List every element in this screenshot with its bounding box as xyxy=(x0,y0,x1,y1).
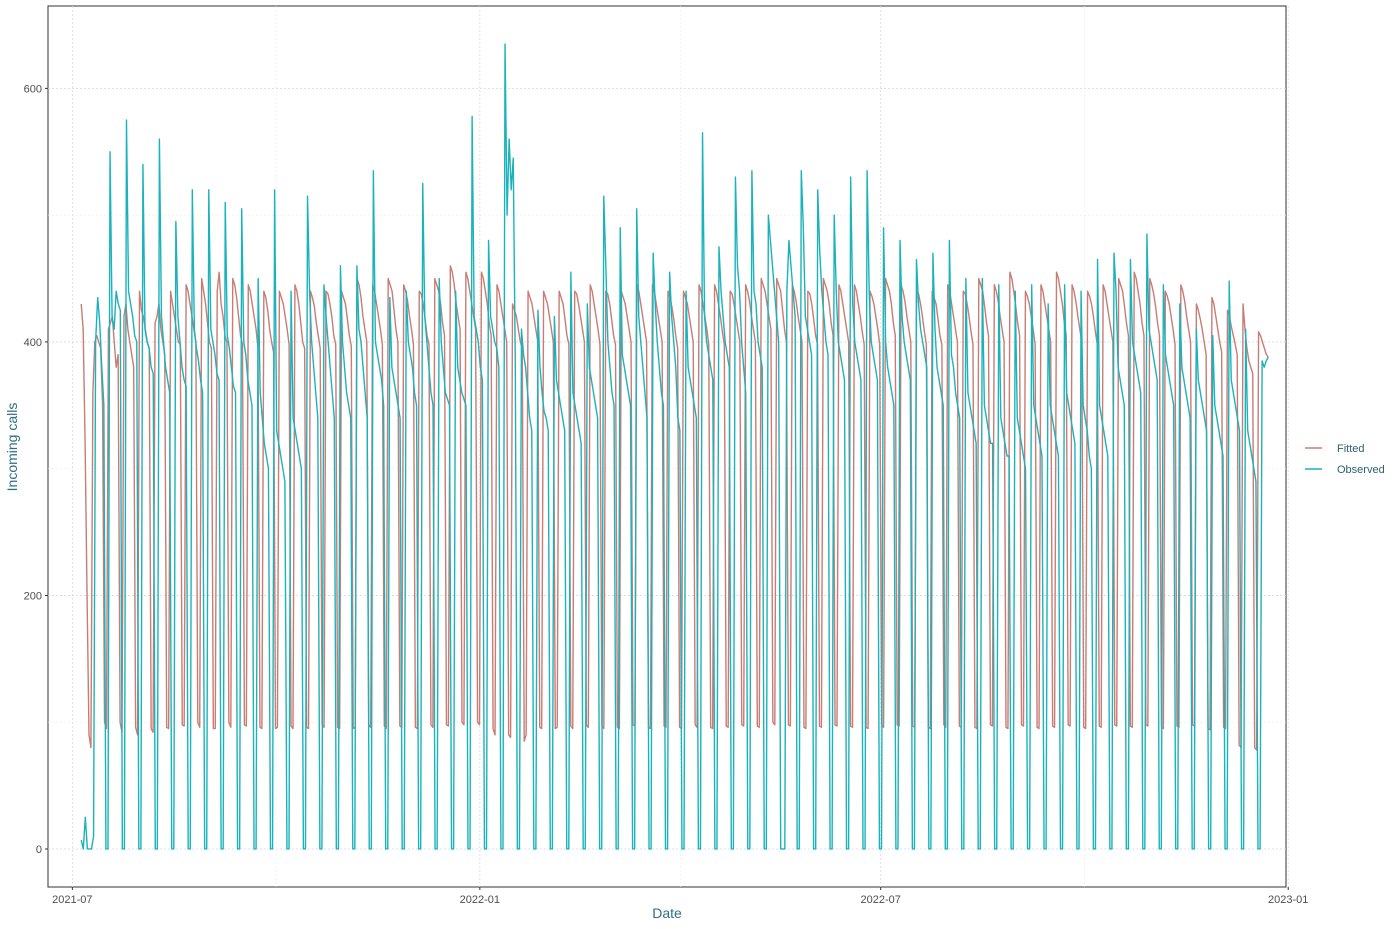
legend-item-fitted: Fitted xyxy=(1305,443,1365,455)
y-tick-label: 200 xyxy=(24,590,42,602)
x-tick-label: 2021-07 xyxy=(52,894,92,906)
x-axis-ticks: 2021-07 2022-01 2022-07 2023-01 xyxy=(52,887,1308,906)
y-axis-title: Incoming calls xyxy=(4,403,20,492)
x-axis-title: Date xyxy=(652,905,682,921)
legend-label: Observed xyxy=(1337,464,1385,476)
legend-label: Fitted xyxy=(1337,443,1365,455)
y-axis-ticks: 0 200 400 600 xyxy=(24,83,48,856)
legend: Fitted Observed xyxy=(1305,443,1385,476)
y-tick-label: 600 xyxy=(24,83,42,95)
series-line-fitted xyxy=(80,265,1269,751)
legend-item-observed: Observed xyxy=(1305,464,1385,476)
y-tick-label: 0 xyxy=(36,844,42,856)
y-tick-label: 400 xyxy=(24,337,42,349)
series-lines xyxy=(80,43,1269,850)
series-line-observed xyxy=(80,43,1269,850)
x-tick-label: 2022-07 xyxy=(861,894,901,906)
x-tick-label: 2023-01 xyxy=(1268,894,1308,906)
x-tick-label: 2022-01 xyxy=(460,894,500,906)
